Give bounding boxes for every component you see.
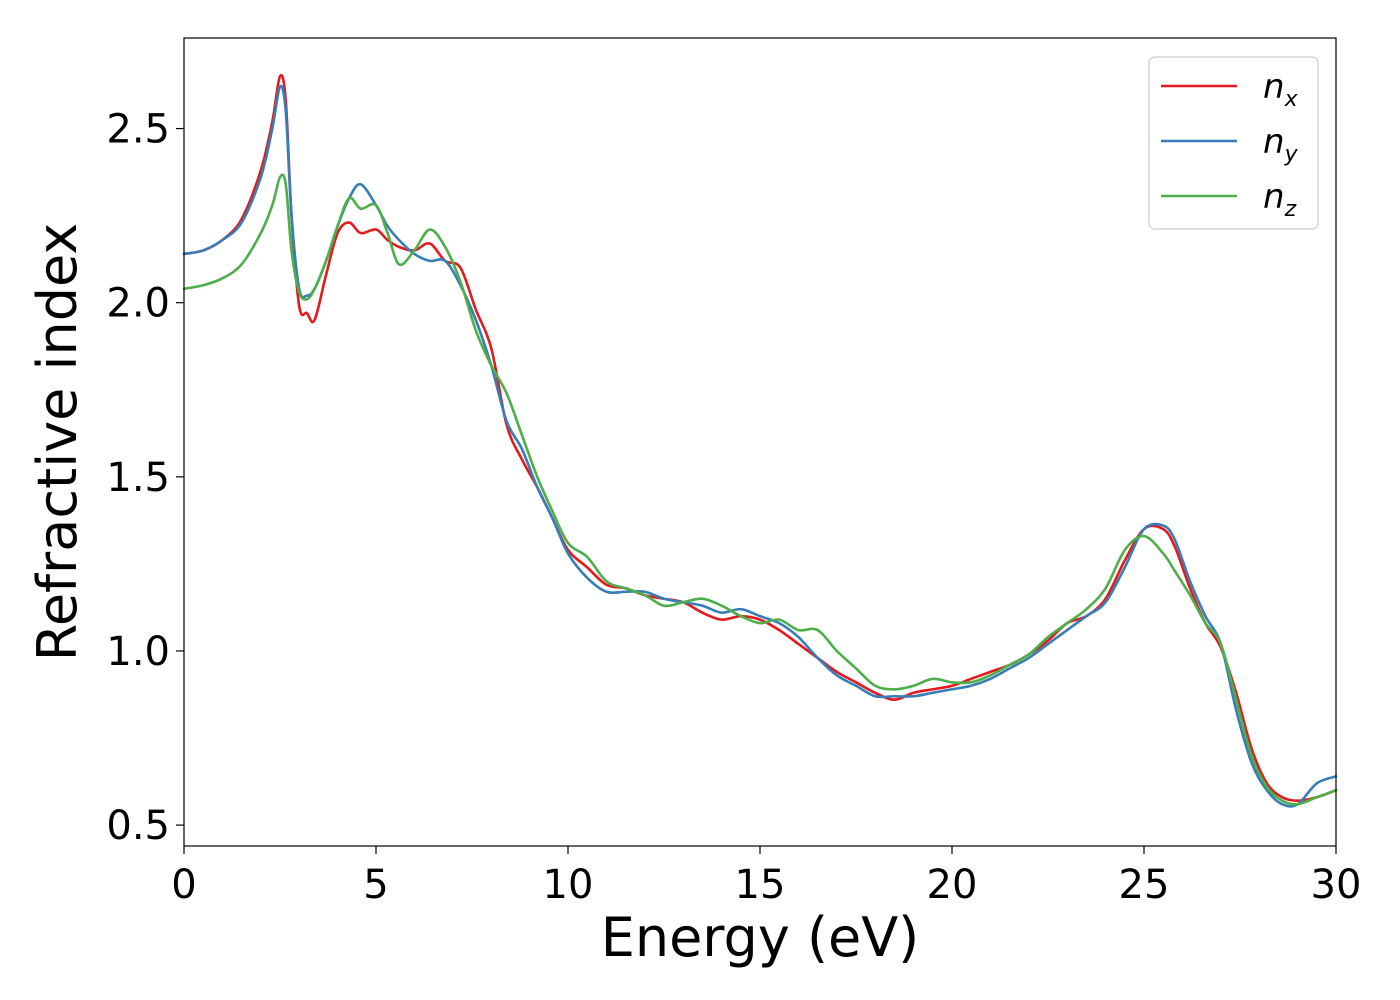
legend-label-subscript: y bbox=[1284, 142, 1299, 167]
legend-label-y: ny bbox=[1263, 122, 1299, 167]
series-line-z bbox=[182, 173, 1338, 806]
x-tick-label: 5 bbox=[363, 862, 388, 908]
legend-box bbox=[1148, 56, 1319, 230]
y-tick-label: 1.0 bbox=[106, 629, 170, 675]
series-layer bbox=[182, 74, 1338, 808]
x-tick-label: 10 bbox=[543, 862, 594, 908]
x-axis-title: Energy (eV) bbox=[601, 906, 920, 969]
x-tick-label: 30 bbox=[1311, 862, 1362, 908]
x-axis: 0 5 10 15 20 25 30 bbox=[171, 846, 1361, 908]
legend-label-subscript: x bbox=[1284, 87, 1299, 112]
y-tick-label: 2.5 bbox=[106, 107, 170, 153]
legend-label-x: nx bbox=[1263, 67, 1299, 112]
legend-label-base: n bbox=[1263, 177, 1285, 217]
legend-label-base: n bbox=[1263, 122, 1285, 162]
y-tick-label: 2.0 bbox=[106, 281, 170, 327]
y-axis: 0.5 1.0 1.5 2.0 2.5 bbox=[106, 107, 184, 849]
x-tick-label: 15 bbox=[735, 862, 786, 908]
y-tick-label: 0.5 bbox=[106, 803, 170, 849]
y-axis-title: Refractive index bbox=[26, 223, 89, 662]
x-tick-label: 0 bbox=[171, 862, 196, 908]
legend-label-z: nz bbox=[1263, 177, 1297, 222]
legend-label-base: n bbox=[1263, 67, 1285, 107]
x-tick-label: 20 bbox=[927, 862, 978, 908]
legend-label-subscript: z bbox=[1284, 197, 1297, 222]
x-tick-label: 25 bbox=[1119, 862, 1170, 908]
y-tick-label: 1.5 bbox=[106, 455, 170, 501]
